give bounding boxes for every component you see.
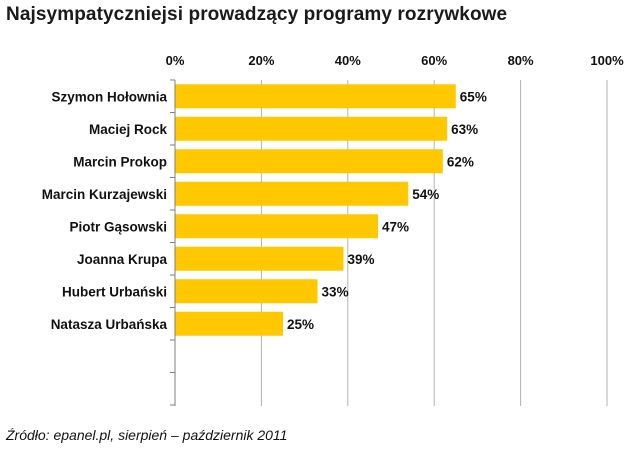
bar (175, 84, 456, 109)
x-tick-label: 80% (508, 53, 534, 68)
x-tick-label: 20% (248, 53, 274, 68)
category-label: Joanna Krupa (77, 252, 168, 267)
category-label: Maciej Rock (89, 122, 168, 137)
x-tick-label: 60% (421, 53, 447, 68)
source-note: Źródło: epanel.pl, sierpień – październi… (6, 427, 288, 443)
category-label: Marcin Prokop (73, 154, 167, 169)
category-label: Piotr Gąsowski (69, 219, 167, 234)
value-label: 33% (322, 284, 349, 299)
bar (175, 246, 344, 271)
value-label: 39% (347, 252, 374, 267)
category-label: Natasza Urbańska (51, 317, 168, 332)
bar (175, 311, 283, 336)
category-label: Szymon Hołownia (51, 89, 167, 104)
value-label: 47% (382, 219, 409, 234)
category-label: Hubert Urbański (62, 284, 167, 299)
y-axis (170, 79, 176, 406)
bar (175, 116, 448, 141)
value-label: 63% (451, 122, 478, 137)
bar (175, 149, 443, 174)
bar (175, 214, 379, 239)
value-label: 54% (412, 187, 439, 202)
x-tick-label: 100% (590, 53, 624, 68)
category-label: Marcin Kurzajewski (42, 187, 167, 202)
x-tick-label: 40% (335, 53, 361, 68)
value-labels: 65% 63% 62% 54% 47% 39% 33% 25% (287, 89, 487, 332)
bar (175, 279, 318, 304)
bar (175, 181, 409, 206)
gridlines (260, 80, 608, 406)
chart-title: Najsympatyczniejsi prowadzący programy r… (6, 4, 508, 25)
bars (175, 84, 456, 336)
x-tick-label: 0% (166, 53, 185, 68)
value-label: 25% (287, 317, 314, 332)
category-labels: Szymon Hołownia Maciej Rock Marcin Prokop M… (42, 89, 168, 332)
value-label: 65% (460, 89, 487, 104)
value-label: 62% (447, 154, 474, 169)
x-tick-labels: 0% 20% 40% 60% 80% 100% (166, 53, 624, 68)
